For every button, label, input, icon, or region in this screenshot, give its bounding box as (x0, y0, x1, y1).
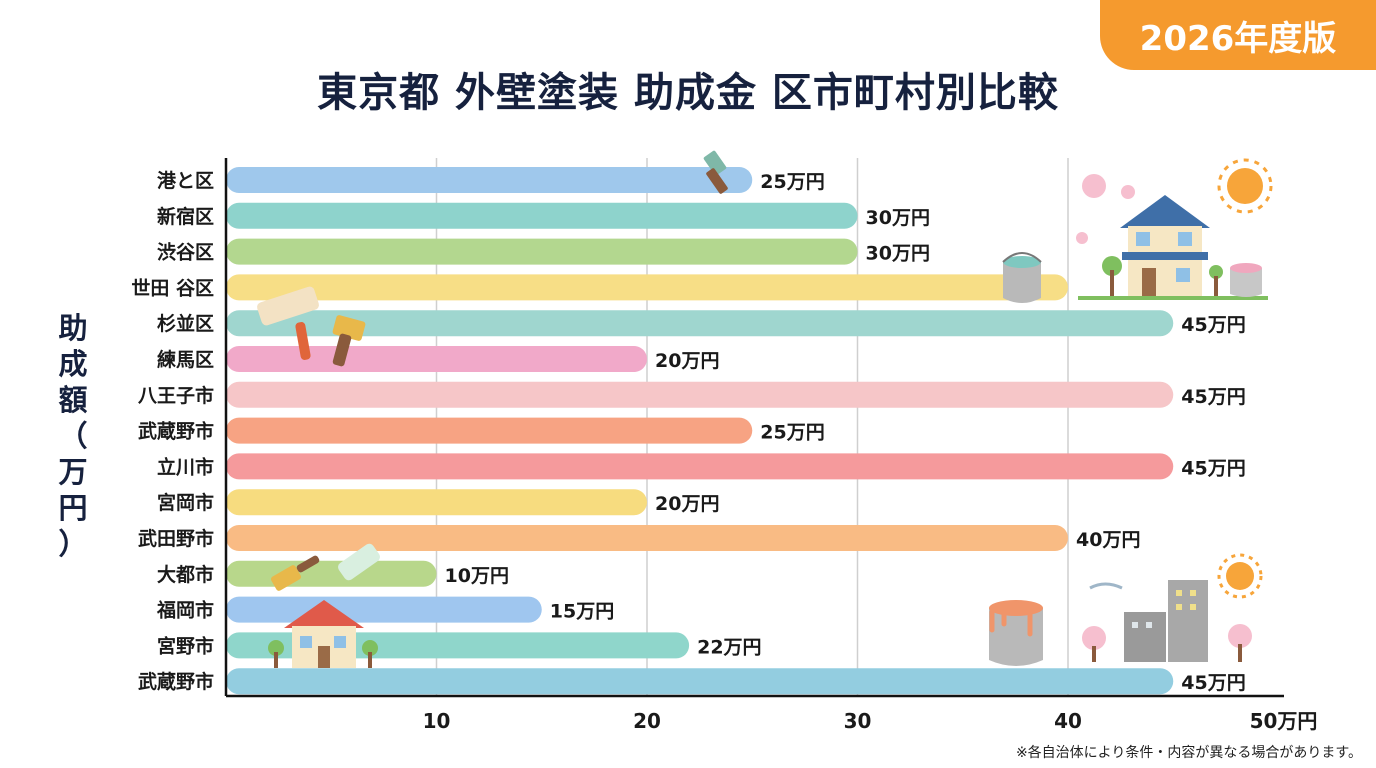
axes (224, 158, 1284, 698)
bar-4 (226, 310, 1174, 337)
y-axis-label-char: 成 (58, 347, 88, 381)
value-label-13: 22万円 (697, 636, 761, 658)
x-tick-label-10: 10 (423, 709, 451, 733)
value-label-9: 20万円 (655, 493, 719, 515)
bar-9 (226, 489, 647, 516)
paint-roller-illustration-left (257, 286, 366, 367)
category-label-7: 武蔵野市 (138, 420, 214, 443)
category-label-3: 世田 谷区 (131, 277, 214, 299)
edition-badge: 2026年度版 (1100, 0, 1376, 70)
value-label-2: 30万円 (866, 243, 930, 265)
paint-brush-illustration-top (703, 150, 728, 194)
x-tick-label-20: 20 (633, 709, 661, 733)
category-label-13: 宮野市 (157, 634, 214, 657)
bar-5 (226, 346, 647, 372)
house-illustration-left (268, 600, 378, 668)
footnote: ※各自治体により条件・内容が異なる場合があります。 (1015, 745, 1362, 761)
category-label-14: 武蔵野市 (138, 670, 214, 693)
bar-8 (226, 453, 1174, 480)
bar-1 (226, 202, 858, 229)
bar-12 (226, 596, 542, 623)
house-illustration-right (1078, 195, 1268, 300)
y-axis-label-char: 万 (58, 455, 88, 489)
x-axis-ticks: 10 20 30 40 50万円 (423, 709, 1318, 733)
bar-0 (226, 167, 753, 193)
value-label-5: 20万円 (655, 350, 719, 372)
bar-14 (226, 668, 1174, 695)
y-axis-label-char: ） (58, 527, 88, 561)
value-label-0: 25万円 (760, 171, 824, 193)
value-label-1: 30万円 (866, 207, 930, 229)
category-label-1: 新宿区 (157, 205, 214, 228)
value-label-14: 45万円 (1181, 672, 1245, 694)
y-axis-label-char: （ (58, 419, 88, 453)
category-label-5: 練馬区 (157, 348, 214, 371)
y-axis-label-char: 円 (58, 491, 88, 525)
category-label-9: 宮岡市 (157, 491, 214, 514)
x-tick-label-30: 30 (844, 709, 872, 733)
x-tick-label-50: 50万円 (1250, 709, 1318, 733)
bar-3 (226, 274, 1068, 301)
sun-icon-bottom (1217, 553, 1263, 599)
y-axis-label: 助 成 額 （ 万 円 ） (44, 310, 102, 562)
bar-7 (226, 417, 753, 444)
category-label-2: 渋谷区 (157, 241, 214, 264)
bar-2 (226, 238, 858, 265)
value-labels: 25万円 30万円 30万円 45万円 20万円 45万円 25万円 45万円 20万円 40万円… (445, 171, 1246, 694)
bar-11 (226, 560, 437, 587)
value-label-12: 15万円 (550, 601, 614, 623)
paint-can-illustration-upper (1002, 252, 1042, 303)
value-label-7: 25万円 (760, 422, 824, 444)
value-label-11: 10万円 (445, 565, 509, 587)
category-label-10: 武田野市 (138, 527, 214, 550)
category-label-4: 杉並区 (157, 312, 214, 335)
y-axis-label-char: 助 (58, 311, 88, 345)
value-label-6: 45万円 (1181, 386, 1245, 408)
value-label-10: 40万円 (1076, 529, 1140, 551)
city-buildings-illustration (1082, 580, 1252, 662)
sun-icon-top (1217, 158, 1273, 214)
paint-can-illustration-lower (989, 600, 1043, 666)
cherry-blossom-icon (1076, 174, 1135, 244)
category-label-12: 福岡市 (156, 599, 214, 622)
page-title: 東京都 外壁塗装 助成金 区市町村別比較 (317, 70, 1059, 116)
bar-10 (226, 525, 1068, 551)
value-label-4: 45万円 (1181, 314, 1245, 336)
category-label-0: 港と区 (157, 170, 214, 192)
value-label-8: 45万円 (1181, 457, 1245, 479)
x-tick-label-40: 40 (1054, 709, 1082, 733)
paint-tools-illustration-bottom (270, 543, 380, 591)
category-label-11: 大都市 (157, 563, 214, 586)
category-label-8: 立川市 (157, 455, 214, 478)
category-label-6: 八王子市 (138, 384, 214, 407)
y-axis-label-char: 額 (58, 383, 88, 417)
bar-6 (226, 381, 1174, 408)
